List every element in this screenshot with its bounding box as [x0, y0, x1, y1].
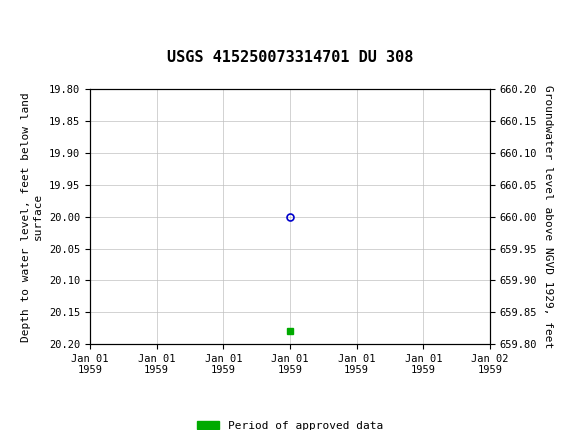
Text: ≡USGS: ≡USGS	[9, 9, 67, 28]
Y-axis label: Groundwater level above NGVD 1929, feet: Groundwater level above NGVD 1929, feet	[543, 85, 553, 348]
Legend: Period of approved data: Period of approved data	[193, 416, 387, 430]
Text: USGS 415250073314701 DU 308: USGS 415250073314701 DU 308	[167, 50, 413, 64]
Y-axis label: Depth to water level, feet below land
surface: Depth to water level, feet below land su…	[21, 92, 44, 341]
